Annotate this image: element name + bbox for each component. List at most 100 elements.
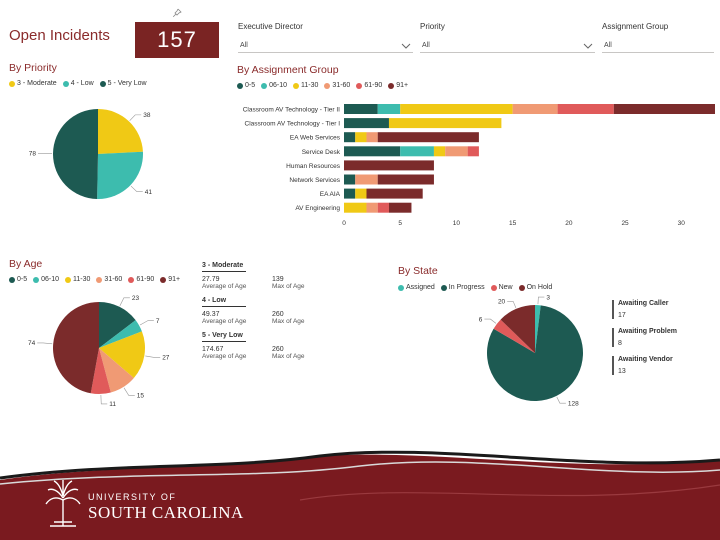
- legend-item[interactable]: 61-90: [128, 276, 154, 283]
- pie-slice-moderate[interactable]: [98, 109, 143, 154]
- bar-segment-91+[interactable]: [388, 202, 412, 213]
- bar-segment-61-90[interactable]: [377, 202, 389, 213]
- pie-data-label: 15: [137, 393, 145, 400]
- legend-dot: [65, 276, 72, 283]
- stat-max-caption: Max of Age: [272, 318, 305, 325]
- bar-segment-91+[interactable]: [377, 174, 434, 185]
- bar-segment-61-90[interactable]: [467, 146, 479, 157]
- pie-slice-assigned[interactable]: [535, 305, 541, 353]
- filter-assignment-group[interactable]: Assignment Group All: [602, 22, 714, 53]
- pie-slice-low[interactable]: [97, 151, 143, 199]
- legend-item[interactable]: 06-10: [33, 276, 59, 283]
- pie-data-label: 128: [568, 400, 579, 407]
- bar-segment-0-5[interactable]: [344, 146, 401, 157]
- legend-item[interactable]: 91+: [388, 82, 408, 89]
- bar-segment-31-60[interactable]: [445, 146, 468, 157]
- pie-leader-line: [100, 394, 108, 405]
- filter-priority[interactable]: Priority All: [420, 22, 595, 53]
- pie-slice-61-90[interactable]: [90, 348, 111, 394]
- priority-pie-chart: 38 41 78: [29, 109, 152, 199]
- bar-segment-11-30[interactable]: [355, 132, 367, 143]
- pie-slice-0-5[interactable]: [99, 302, 136, 348]
- bar-segment-11-30[interactable]: [433, 146, 446, 157]
- bar-segment-91+[interactable]: [613, 104, 715, 114]
- assignment-title: By Assignment Group: [237, 64, 339, 76]
- filter-executive-director[interactable]: Executive Director All: [238, 22, 413, 53]
- age-title: By Age: [9, 258, 43, 270]
- bar-segment-91+[interactable]: [366, 188, 423, 199]
- legend-label: 0-5: [245, 82, 256, 89]
- pie-slice-new[interactable]: [493, 319, 535, 353]
- stat-max-value: 260: [272, 311, 284, 318]
- pie-slice-very-low[interactable]: [53, 109, 98, 199]
- legend-item[interactable]: New: [490, 284, 513, 291]
- bar-segment-0-5[interactable]: [344, 118, 389, 129]
- legend-dot: [237, 82, 243, 89]
- bar-segment-91+[interactable]: [344, 160, 434, 171]
- state-card: Awaiting Problem 8: [612, 328, 712, 347]
- pie-slice-31-60[interactable]: [99, 348, 134, 393]
- legend-item[interactable]: On Hold: [518, 284, 552, 291]
- bar-segment-31-60[interactable]: [366, 132, 378, 143]
- bar-segment-61-90[interactable]: [557, 104, 614, 114]
- filter-dropdown[interactable]: All: [420, 39, 595, 53]
- filter-value: All: [604, 42, 612, 49]
- legend-dot: [356, 82, 363, 89]
- pie-slice-in-progress[interactable]: [487, 305, 583, 401]
- bar-segment-0-5[interactable]: [344, 104, 378, 114]
- bar-segment-91+[interactable]: [377, 132, 479, 143]
- bar-segment-06-10[interactable]: [400, 146, 434, 157]
- bar-segment-11-30[interactable]: [400, 104, 513, 114]
- pie-leader-line: [556, 396, 566, 404]
- legend-item[interactable]: 11-30: [293, 82, 318, 89]
- legend-item[interactable]: 3 - Moderate: [9, 80, 57, 87]
- bar-segment-31-60[interactable]: [366, 202, 378, 213]
- bar-segment-11-30[interactable]: [344, 202, 367, 213]
- state-title: By State: [398, 265, 438, 277]
- age-legend: 0-5 06-10 11-30 31-60 61-90 91+: [9, 276, 180, 283]
- legend-item[interactable]: 31-60: [324, 82, 350, 89]
- legend-item[interactable]: 91+: [160, 276, 180, 283]
- legend-dot: [490, 284, 497, 291]
- pie-data-label: 38: [143, 112, 151, 119]
- pie-leader-line: [123, 387, 135, 396]
- stat-avg-value: 27.79: [202, 276, 220, 283]
- category-label: Service Desk: [302, 149, 341, 156]
- bar-segment-11-30[interactable]: [355, 188, 367, 199]
- pie-slice-91plus[interactable]: [53, 302, 99, 394]
- bar-segment-0-5[interactable]: [344, 174, 356, 185]
- filter-dropdown[interactable]: All: [238, 39, 413, 53]
- legend-item[interactable]: In Progress: [440, 284, 485, 291]
- stat-avg-caption: Average of Age: [202, 283, 247, 290]
- legend-item[interactable]: 61-90: [356, 82, 382, 89]
- filter-dropdown[interactable]: All: [602, 39, 714, 53]
- legend-item[interactable]: 5 - Very Low: [99, 80, 147, 87]
- legend-item[interactable]: 0-5: [9, 276, 27, 283]
- stat-avg-value: 174.67: [202, 346, 224, 353]
- bar-segment-11-30[interactable]: [388, 118, 502, 129]
- state-legend: Assigned In Progress New On Hold: [398, 284, 552, 291]
- category-label: EA AIA: [320, 191, 341, 198]
- pie-slice-06-10[interactable]: [99, 320, 142, 348]
- stat-max-caption: Max of Age: [272, 353, 305, 360]
- legend-item[interactable]: 4 - Low: [62, 80, 94, 87]
- bar-segment-0-5[interactable]: [344, 132, 356, 143]
- open-incidents-count: 157: [135, 22, 219, 58]
- x-tick-label: 20: [565, 220, 573, 227]
- bar-segment-31-60[interactable]: [355, 174, 378, 185]
- pie-slice-on-hold[interactable]: [500, 305, 535, 353]
- legend-item[interactable]: 11-30: [65, 276, 90, 283]
- bar-segment-31-60[interactable]: [512, 104, 558, 114]
- legend-item[interactable]: 0-5: [237, 82, 255, 89]
- bar-segment-0-5[interactable]: [344, 188, 356, 199]
- chevron-down-icon[interactable]: [401, 42, 411, 50]
- pin-icon[interactable]: [172, 8, 182, 18]
- legend-dot: [62, 80, 69, 87]
- pie-slice-11-30[interactable]: [99, 331, 145, 378]
- legend-dot: [128, 276, 135, 283]
- bar-segment-06-10[interactable]: [377, 104, 401, 114]
- legend-item[interactable]: Assigned: [398, 284, 435, 291]
- legend-item[interactable]: 06-10: [261, 82, 287, 89]
- legend-item[interactable]: 31-60: [96, 276, 122, 283]
- chevron-down-icon[interactable]: [583, 42, 593, 50]
